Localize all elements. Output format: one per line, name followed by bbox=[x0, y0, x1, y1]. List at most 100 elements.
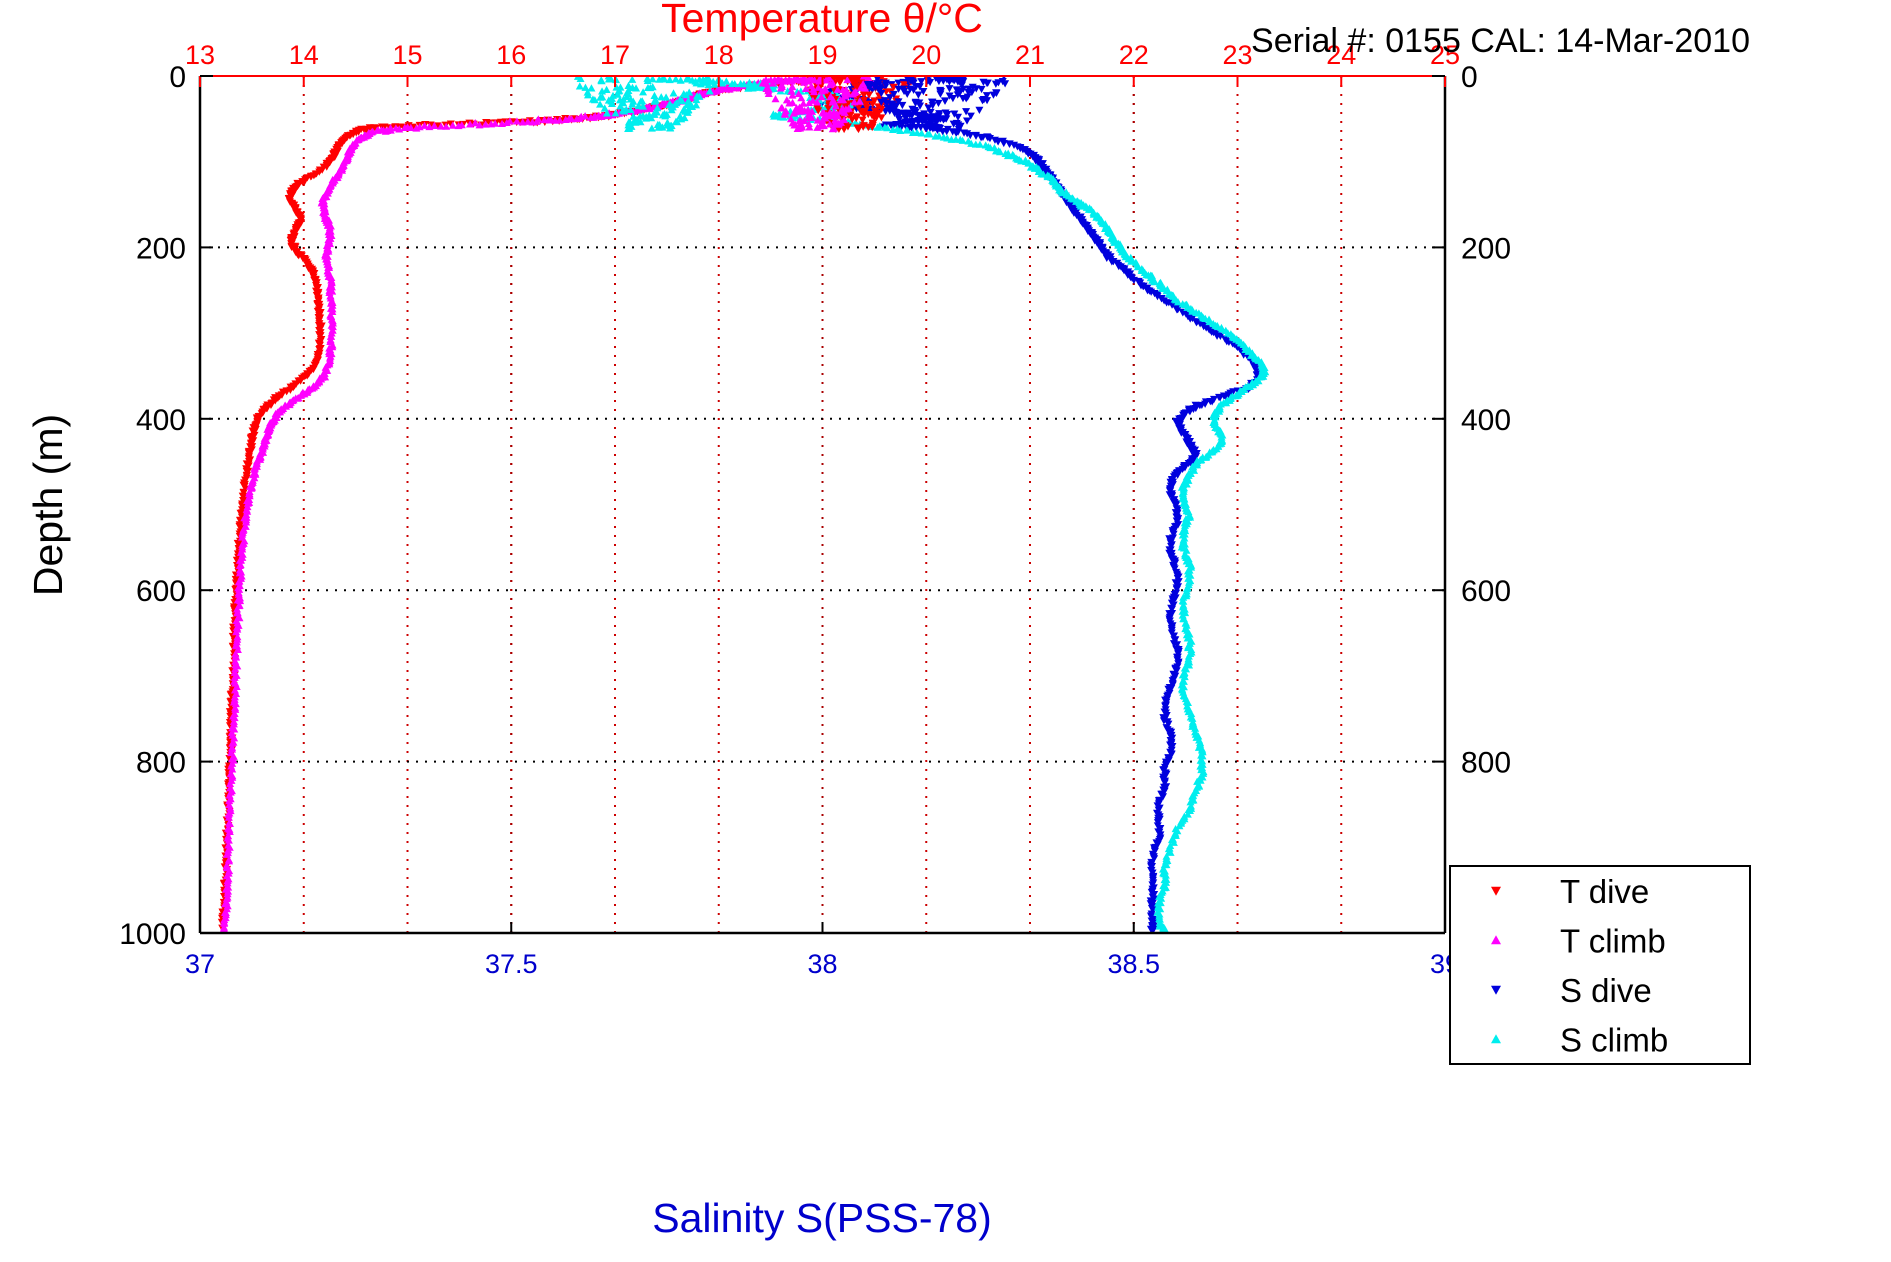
data-point bbox=[774, 76, 783, 83]
data-point bbox=[797, 94, 806, 102]
data-point bbox=[636, 112, 645, 120]
data-point bbox=[596, 100, 605, 108]
legend-label-s-climb[interactable]: S climb bbox=[1560, 1021, 1668, 1058]
data-point bbox=[928, 98, 937, 106]
data-point bbox=[855, 97, 864, 105]
data-point bbox=[954, 125, 963, 134]
tick-label-temperature: 17 bbox=[600, 40, 630, 70]
data-point bbox=[223, 879, 232, 887]
legend-marker-t-dive bbox=[1491, 886, 1501, 896]
data-point bbox=[1153, 293, 1162, 301]
data-point bbox=[1133, 263, 1142, 271]
data-point bbox=[793, 76, 802, 82]
data-point bbox=[598, 87, 607, 95]
plot-background bbox=[200, 76, 1445, 933]
data-point bbox=[903, 111, 912, 119]
data-point bbox=[1171, 636, 1180, 644]
data-point bbox=[615, 96, 624, 104]
data-point bbox=[850, 98, 859, 106]
data-point bbox=[628, 76, 637, 83]
data-point bbox=[420, 121, 429, 129]
data-point bbox=[794, 89, 803, 98]
data-point bbox=[905, 123, 914, 131]
data-point bbox=[865, 91, 874, 99]
tick-label-depth-right: 200 bbox=[1461, 232, 1511, 265]
data-point bbox=[882, 99, 891, 108]
legend-label-t-climb[interactable]: T climb bbox=[1560, 922, 1666, 959]
data-point bbox=[844, 90, 853, 98]
data-point bbox=[832, 110, 841, 118]
tick-label-temperature: 18 bbox=[704, 40, 734, 70]
data-point bbox=[782, 96, 791, 104]
data-point bbox=[237, 556, 246, 564]
data-point bbox=[854, 76, 863, 83]
legend-label-s-dive[interactable]: S dive bbox=[1560, 972, 1652, 1009]
data-point bbox=[667, 103, 676, 111]
tick-label-depth-left: 200 bbox=[136, 232, 186, 265]
data-point bbox=[833, 85, 842, 93]
tick-label-temperature: 24 bbox=[1326, 40, 1356, 70]
data-point bbox=[885, 94, 894, 102]
tick-label-depth-right: 600 bbox=[1461, 575, 1511, 608]
data-point bbox=[828, 79, 837, 87]
data-point bbox=[768, 79, 777, 87]
data-point bbox=[934, 77, 943, 86]
data-point bbox=[624, 81, 633, 89]
data-point bbox=[967, 139, 976, 147]
data-point bbox=[999, 139, 1008, 148]
data-point bbox=[1170, 632, 1179, 640]
data-point bbox=[859, 122, 868, 130]
data-point bbox=[781, 110, 790, 118]
data-point bbox=[813, 104, 822, 113]
legend-box bbox=[1449, 865, 1751, 1065]
data-point bbox=[1161, 871, 1170, 879]
data-point bbox=[400, 123, 409, 131]
legend-label-t-dive[interactable]: T dive bbox=[1560, 873, 1649, 910]
data-point bbox=[818, 108, 827, 116]
data-point bbox=[679, 89, 688, 98]
data-point bbox=[1199, 769, 1208, 777]
data-point bbox=[466, 120, 475, 128]
data-point bbox=[502, 118, 511, 127]
data-point bbox=[795, 117, 804, 125]
data-point bbox=[1174, 298, 1183, 306]
data-point bbox=[873, 76, 882, 83]
data-point bbox=[894, 112, 903, 120]
data-point bbox=[710, 80, 719, 88]
data-point bbox=[648, 83, 657, 91]
data-point bbox=[914, 91, 923, 99]
data-point bbox=[636, 118, 645, 126]
data-point bbox=[705, 87, 714, 95]
data-point bbox=[512, 117, 521, 125]
data-point bbox=[903, 126, 912, 134]
data-point bbox=[233, 605, 242, 613]
data-point bbox=[1109, 257, 1118, 266]
legend[interactable]: T dive T climb S dive S climb bbox=[1449, 865, 1751, 1065]
data-point bbox=[846, 76, 855, 83]
data-point bbox=[958, 136, 967, 144]
data-point bbox=[791, 107, 800, 115]
data-point bbox=[475, 121, 484, 129]
data-point bbox=[829, 124, 838, 132]
data-point bbox=[761, 76, 770, 83]
data-point bbox=[858, 116, 867, 124]
data-point bbox=[611, 109, 620, 117]
data-point bbox=[676, 76, 685, 84]
data-point bbox=[1173, 306, 1182, 314]
data-point bbox=[1166, 848, 1175, 856]
data-point bbox=[899, 85, 908, 93]
data-point bbox=[788, 82, 797, 91]
data-point bbox=[243, 499, 252, 507]
data-point bbox=[964, 85, 973, 93]
data-point bbox=[788, 98, 797, 107]
data-point bbox=[1168, 742, 1177, 751]
data-point bbox=[442, 122, 451, 130]
data-point bbox=[848, 116, 857, 124]
data-point bbox=[1001, 76, 1007, 81]
data-point bbox=[840, 125, 849, 134]
data-point bbox=[1148, 928, 1157, 933]
data-point bbox=[235, 585, 244, 593]
data-point bbox=[671, 117, 680, 125]
data-point bbox=[874, 85, 883, 93]
data-point bbox=[936, 88, 945, 96]
